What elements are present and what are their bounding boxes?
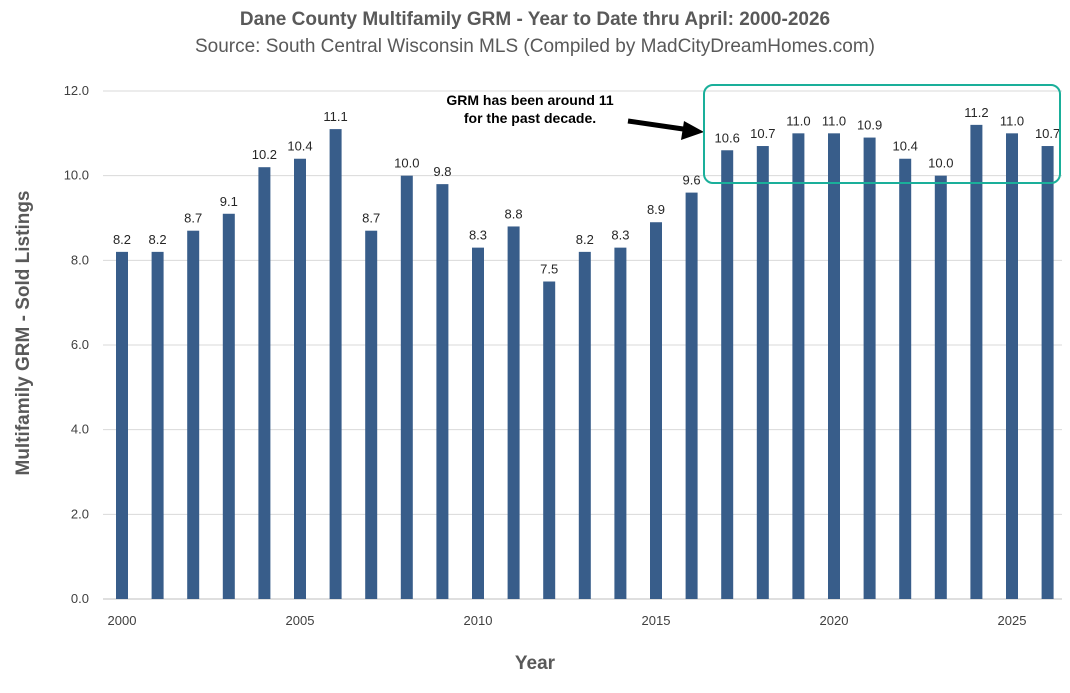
x-tick-label: 2020 [820, 613, 849, 628]
annotation-text: GRM has been around 11 for the past deca… [420, 91, 640, 127]
bar [365, 230, 378, 599]
data-label: 8.2 [113, 232, 131, 247]
chart-subtitle: Source: South Central Wisconsin MLS (Com… [194, 36, 875, 57]
data-label: 10.9 [857, 118, 882, 133]
bar [792, 133, 805, 600]
bar [614, 247, 627, 599]
data-label: 9.8 [433, 164, 451, 179]
data-label: 10.0 [394, 156, 419, 171]
y-tick-label: 12.0 [64, 83, 89, 98]
data-label: 8.2 [576, 232, 594, 247]
bar [863, 137, 876, 600]
annotation-arrow-head [681, 121, 704, 140]
bar [400, 175, 413, 599]
data-label: 8.9 [647, 202, 665, 217]
bar [578, 251, 591, 599]
data-label: 11.2 [964, 105, 988, 120]
y-tick-label: 4.0 [71, 422, 89, 437]
bar [187, 230, 200, 599]
data-label: 11.0 [786, 113, 810, 128]
x-tick-label: 2010 [464, 613, 493, 628]
bar [756, 146, 769, 600]
bar [116, 251, 128, 599]
data-label: 8.7 [362, 211, 380, 226]
y-tick-label: 2.0 [71, 506, 89, 521]
data-label: 8.7 [184, 211, 202, 226]
bar [507, 226, 520, 599]
data-label: 10.4 [893, 139, 918, 154]
annotation-line-2: for the past decade. [463, 110, 597, 126]
y-tick-label: 8.0 [71, 252, 89, 267]
bar [1041, 146, 1054, 600]
x-tick-label: 2015 [642, 613, 671, 628]
bar [934, 175, 947, 599]
data-label: 9.6 [683, 173, 701, 188]
bar [721, 150, 734, 599]
data-label: 8.3 [469, 228, 487, 243]
data-label: 8.8 [505, 206, 523, 221]
bar [685, 192, 698, 599]
data-label: 10.6 [715, 130, 740, 145]
bar [258, 167, 271, 599]
data-label: 8.2 [149, 232, 167, 247]
y-tick-label: 6.0 [71, 337, 89, 352]
recent-years-highlight-box [703, 84, 1061, 184]
x-tick-label: 2005 [286, 613, 315, 628]
data-label: 10.7 [750, 126, 775, 141]
data-label: 11.1 [323, 109, 347, 124]
bar [1006, 133, 1018, 600]
bar [436, 184, 449, 599]
bar [151, 251, 164, 599]
data-label: 10.7 [1035, 126, 1060, 141]
annotation-line-1: GRM has been around 11 [446, 92, 614, 108]
data-label: 8.3 [611, 228, 629, 243]
data-label: 11.0 [1000, 113, 1024, 128]
y-tick-label: 10.0 [64, 168, 89, 183]
y-tick-label: 0.0 [71, 591, 89, 606]
bar [543, 281, 556, 599]
bar [899, 158, 912, 599]
bar [294, 158, 306, 599]
chart-title: Dane County Multifamily GRM - Year to Da… [239, 9, 831, 30]
data-label: 10.2 [252, 147, 277, 162]
data-label: 9.1 [220, 194, 238, 209]
data-label: 10.4 [287, 139, 312, 154]
bar [222, 213, 235, 599]
x-tick-label: 2025 [998, 613, 1027, 628]
annotation-arrow-shaft [627, 118, 691, 133]
bar [329, 129, 342, 599]
x-axis-label: Year [514, 653, 556, 674]
bar [650, 222, 662, 599]
bar [828, 133, 840, 600]
data-label: 11.0 [822, 113, 846, 128]
bar [970, 124, 983, 599]
data-label: 7.5 [540, 262, 558, 277]
bar [472, 247, 484, 599]
x-tick-label: 2000 [108, 613, 137, 628]
data-label: 10.0 [928, 156, 953, 171]
